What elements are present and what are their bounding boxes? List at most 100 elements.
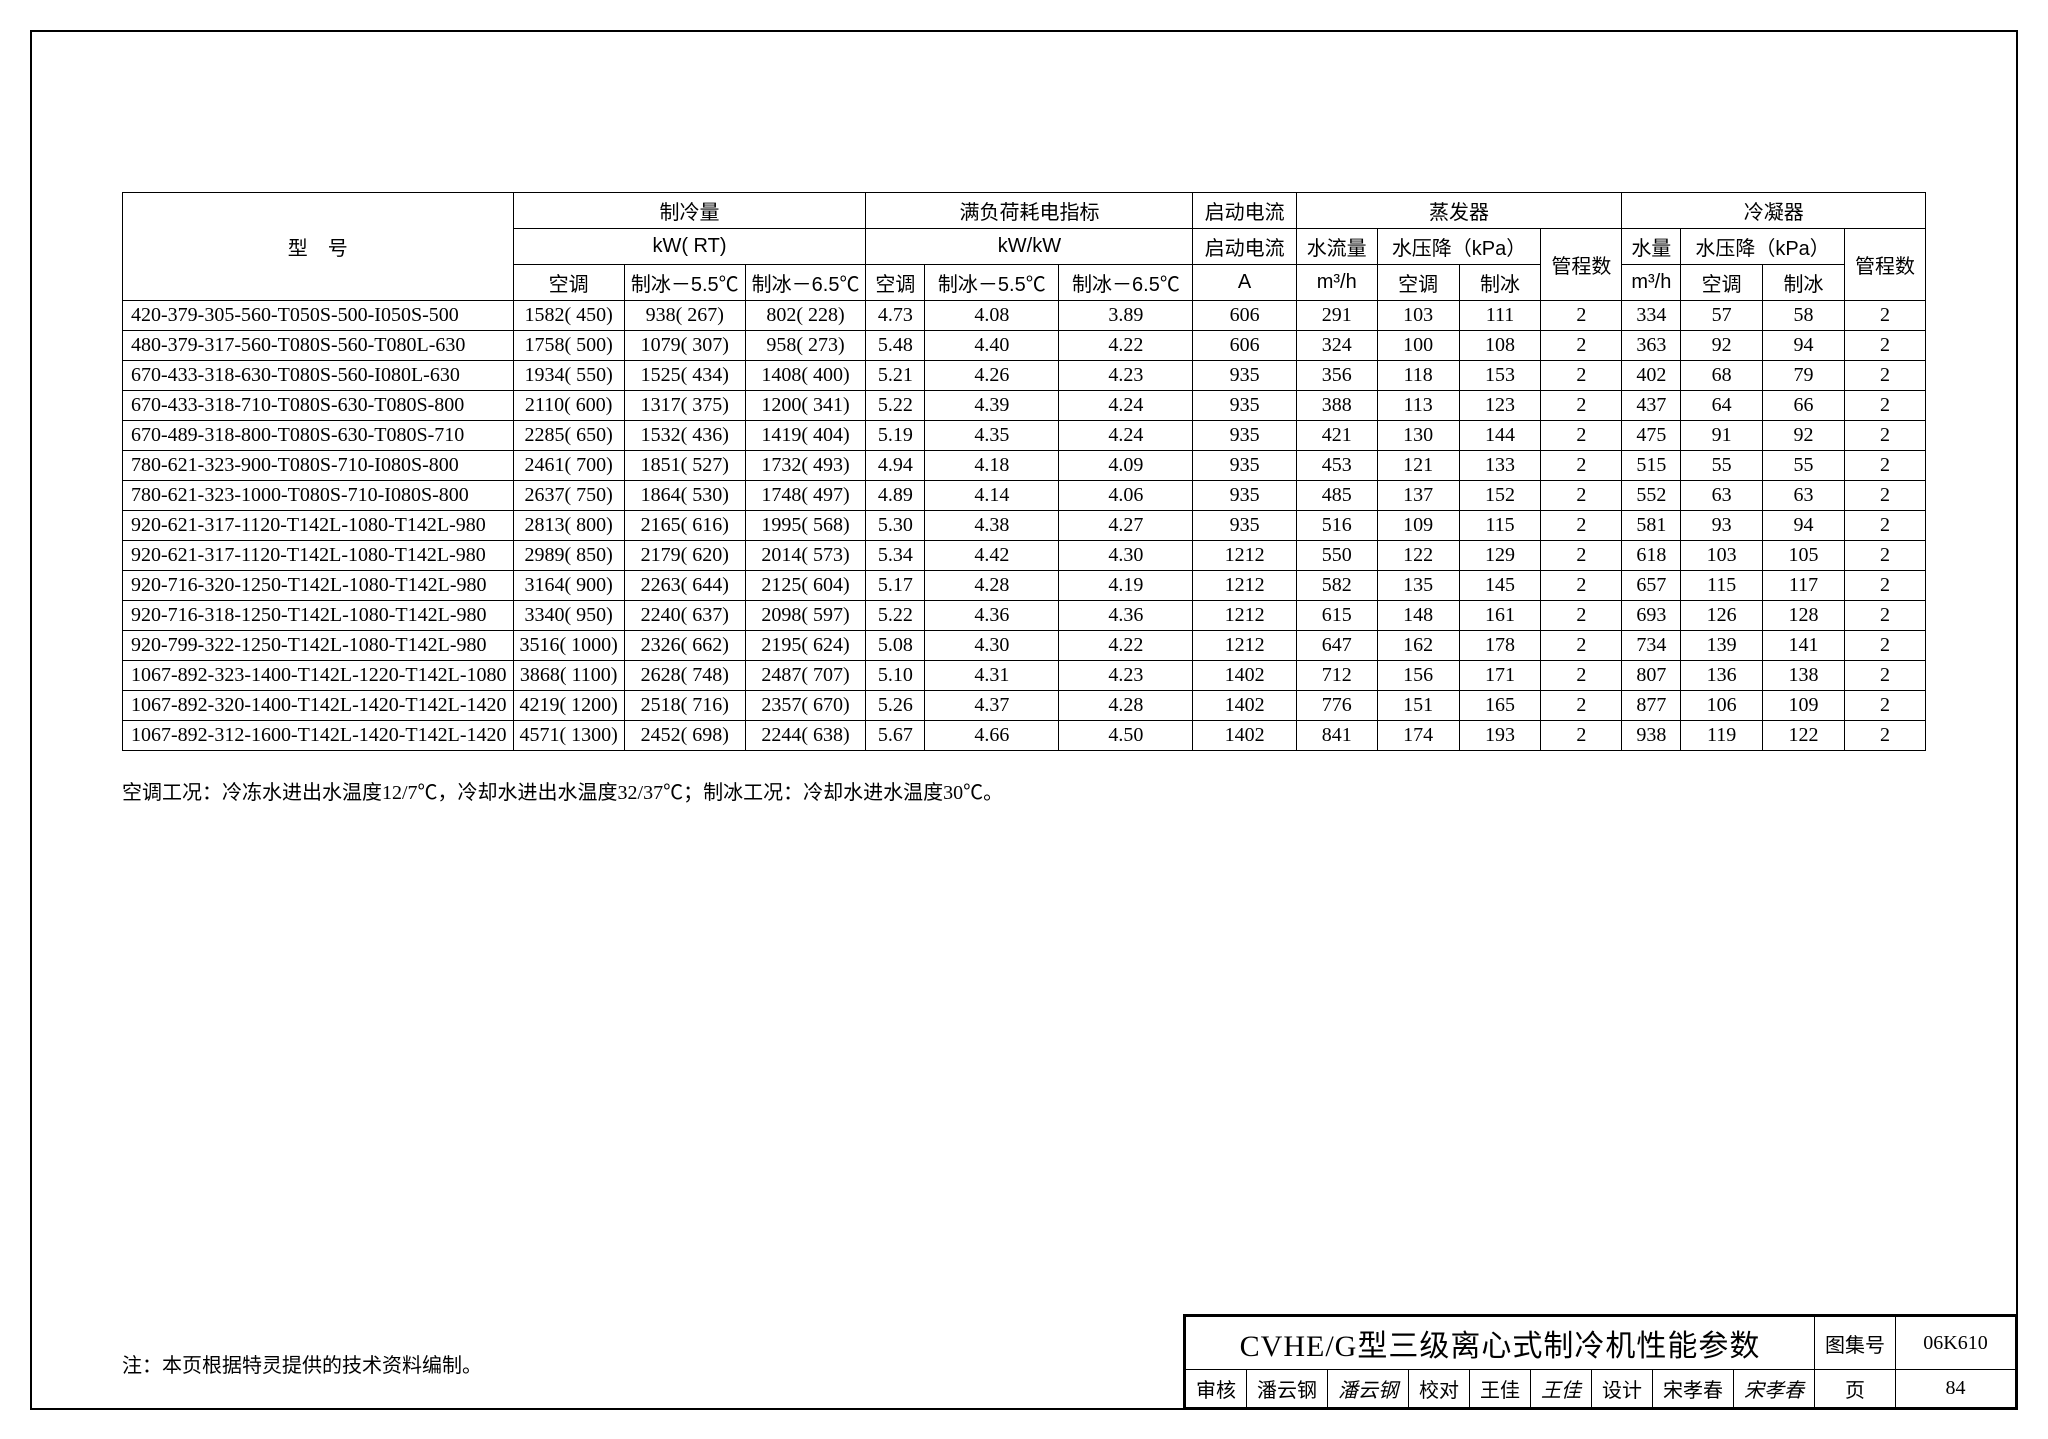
drawing-title: CVHE/G型三级离心式制冷机性能参数	[1186, 1317, 1815, 1370]
th-capacity: 制冷量	[513, 193, 866, 229]
cell: 148	[1377, 601, 1459, 631]
cell: 920-799-322-1250-T142L-1080-T142L-980	[123, 631, 514, 661]
th-start-current: 启动电流	[1193, 193, 1296, 229]
cell: 1851( 527)	[624, 451, 745, 481]
cell: 4.39	[925, 391, 1059, 421]
cell: 4.24	[1059, 421, 1193, 451]
cell: 734	[1622, 631, 1681, 661]
th-cap-55: 制冰－5.5℃	[624, 265, 745, 301]
cell: 5.10	[866, 661, 925, 691]
cell: 113	[1377, 391, 1459, 421]
cell: 2	[1844, 331, 1925, 361]
cell: 1408( 400)	[745, 361, 866, 391]
cell: 4.22	[1059, 631, 1193, 661]
table-row: 1067-892-312-1600-T142L-1420-T142L-14204…	[123, 721, 1926, 751]
cell: 516	[1296, 511, 1377, 541]
cell: 920-621-317-1120-T142L-1080-T142L-980	[123, 511, 514, 541]
th-cap-ac: 空调	[513, 265, 624, 301]
table-row: 780-621-323-1000-T080S-710-I080S-8002637…	[123, 481, 1926, 511]
cell: 4.09	[1059, 451, 1193, 481]
table-row: 920-621-317-1120-T142L-1080-T142L-980281…	[123, 511, 1926, 541]
cell: 550	[1296, 541, 1377, 571]
cell: 776	[1296, 691, 1377, 721]
cell: 5.19	[866, 421, 925, 451]
cell: 2	[1844, 631, 1925, 661]
cell: 1758( 500)	[513, 331, 624, 361]
cell: 615	[1296, 601, 1377, 631]
cell: 5.17	[866, 571, 925, 601]
cell: 2244( 638)	[745, 721, 866, 751]
cell: 4.89	[866, 481, 925, 511]
cell: 2	[1541, 661, 1622, 691]
page-number: 84	[1896, 1370, 2016, 1408]
cell: 453	[1296, 451, 1377, 481]
cell: 2263( 644)	[624, 571, 745, 601]
cell: 2	[1844, 541, 1925, 571]
cell: 935	[1193, 421, 1296, 451]
cell: 152	[1459, 481, 1541, 511]
cell: 118	[1377, 361, 1459, 391]
th-fl-55: 制冰－5.5℃	[925, 265, 1059, 301]
cell: 2	[1541, 721, 1622, 751]
cell: 841	[1296, 721, 1377, 751]
cell: 2	[1541, 361, 1622, 391]
cell: 3164( 900)	[513, 571, 624, 601]
cell: 2	[1541, 541, 1622, 571]
th-epi: 制冰	[1459, 265, 1541, 301]
cell: 1212	[1193, 631, 1296, 661]
cell: 2326( 662)	[624, 631, 745, 661]
cell: 618	[1622, 541, 1681, 571]
cell: 135	[1377, 571, 1459, 601]
cell: 2637( 750)	[513, 481, 624, 511]
cell: 129	[1459, 541, 1541, 571]
table-row: 420-379-305-560-T050S-500-I050S-5001582(…	[123, 301, 1926, 331]
cell: 2	[1844, 391, 1925, 421]
cell: 1212	[1193, 601, 1296, 631]
cell: 2179( 620)	[624, 541, 745, 571]
cell: 670-433-318-710-T080S-630-T080S-800	[123, 391, 514, 421]
cell: 935	[1193, 511, 1296, 541]
cell: 4.18	[925, 451, 1059, 481]
cell: 138	[1763, 661, 1845, 691]
cell: 3.89	[1059, 301, 1193, 331]
cell: 66	[1763, 391, 1845, 421]
cell: 4.28	[925, 571, 1059, 601]
cell: 2240( 637)	[624, 601, 745, 631]
th-amp-unit: A	[1193, 265, 1296, 301]
cell: 657	[1622, 571, 1681, 601]
cell: 807	[1622, 661, 1681, 691]
cell: 4.14	[925, 481, 1059, 511]
cell: 5.21	[866, 361, 925, 391]
cell: 1079( 307)	[624, 331, 745, 361]
cell: 4.36	[1059, 601, 1193, 631]
cell: 4.66	[925, 721, 1059, 751]
table-row: 920-621-317-1120-T142L-1080-T142L-980298…	[123, 541, 1926, 571]
cell: 2165( 616)	[624, 511, 745, 541]
cell: 4571( 1300)	[513, 721, 624, 751]
cell: 4.08	[925, 301, 1059, 331]
th-evaporator: 蒸发器	[1296, 193, 1622, 229]
cell: 5.08	[866, 631, 925, 661]
cell: 2357( 670)	[745, 691, 866, 721]
cell: 57	[1681, 301, 1763, 331]
page-label: 页	[1815, 1370, 1896, 1408]
cell: 2	[1844, 661, 1925, 691]
cell: 94	[1763, 511, 1845, 541]
cell: 877	[1622, 691, 1681, 721]
cell: 5.26	[866, 691, 925, 721]
cell: 2628( 748)	[624, 661, 745, 691]
cell: 111	[1459, 301, 1541, 331]
cell: 5.22	[866, 601, 925, 631]
cell: 178	[1459, 631, 1541, 661]
cell: 2461( 700)	[513, 451, 624, 481]
cell: 4.38	[925, 511, 1059, 541]
cell: 136	[1681, 661, 1763, 691]
cell: 4.30	[925, 631, 1059, 661]
cell: 1864( 530)	[624, 481, 745, 511]
cell: 2	[1541, 511, 1622, 541]
cell: 91	[1681, 421, 1763, 451]
th-full-load: 满负荷耗电指标	[866, 193, 1193, 229]
cell: 515	[1622, 451, 1681, 481]
cell: 2	[1844, 421, 1925, 451]
cell: 103	[1377, 301, 1459, 331]
